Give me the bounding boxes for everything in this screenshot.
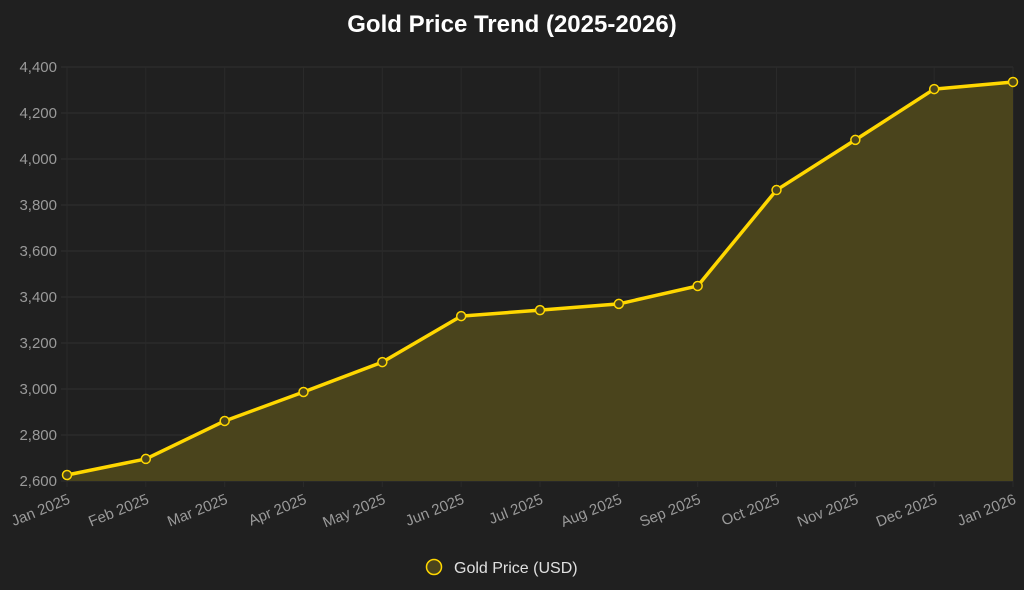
x-tick-label: Jan 2025 [9,491,73,530]
data-point[interactable] [613,298,625,310]
y-tick-label: 3,000 [19,381,57,398]
x-tick-label: Nov 2025 [795,491,861,531]
x-tick-label: Oct 2025 [719,491,782,530]
data-point[interactable] [850,134,861,146]
data-point[interactable] [692,280,703,292]
x-tick-label: Jan 2026 [955,491,1019,530]
x-tick-label: Jul 2025 [487,491,546,528]
data-point[interactable] [219,415,230,427]
data-point[interactable] [298,386,309,398]
y-tick-label: 4,400 [19,59,57,76]
data-point[interactable] [61,469,73,481]
data-point[interactable] [455,310,467,322]
y-tick-label: 3,200 [19,335,57,352]
y-tick-label: 3,800 [19,197,57,214]
data-point[interactable] [1007,76,1019,88]
y-tick-label: 4,200 [19,105,57,122]
x-tick-label: Sep 2025 [637,491,703,531]
y-tick-label: 3,600 [19,243,57,260]
x-tick-label: Feb 2025 [86,491,151,531]
x-tick-label: May 2025 [320,491,387,531]
x-tick-label: Mar 2025 [165,491,230,531]
data-point[interactable] [534,304,546,316]
legend-label: Gold Price (USD) [454,560,578,577]
data-point[interactable] [377,356,388,368]
y-tick-label: 3,400 [19,289,57,306]
x-tick-label: Apr 2025 [246,491,309,530]
data-point[interactable] [928,83,940,95]
x-tick-label: Jun 2025 [403,491,467,530]
area-fill [67,81,1013,481]
y-tick-label: 2,600 [19,473,57,490]
y-tick-label: 2,800 [19,427,57,444]
legend-swatch-icon [425,558,443,576]
y-tick-label: 4,000 [19,151,57,168]
x-tick-label: Aug 2025 [558,491,624,531]
data-point[interactable] [771,184,782,196]
chart-title: Gold Price Trend (2025-2026) [347,11,676,38]
x-tick-label: Dec 2025 [874,491,940,531]
data-point[interactable] [140,453,152,465]
legend[interactable]: Gold Price (USD) [425,558,578,578]
